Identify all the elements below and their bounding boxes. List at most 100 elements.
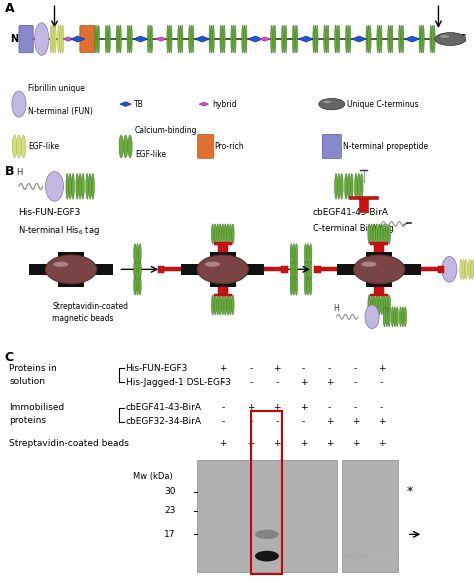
Ellipse shape bbox=[139, 275, 141, 295]
Ellipse shape bbox=[292, 275, 295, 295]
Ellipse shape bbox=[383, 224, 385, 243]
Text: +: + bbox=[352, 439, 359, 449]
Ellipse shape bbox=[211, 224, 214, 243]
Bar bbox=[349, 196, 378, 199]
Ellipse shape bbox=[209, 25, 211, 53]
Ellipse shape bbox=[290, 243, 292, 263]
Text: -: - bbox=[250, 378, 253, 387]
Ellipse shape bbox=[147, 25, 149, 53]
Ellipse shape bbox=[465, 260, 467, 279]
Text: Calcium-binding: Calcium-binding bbox=[135, 126, 198, 135]
Ellipse shape bbox=[432, 25, 433, 53]
Ellipse shape bbox=[273, 25, 274, 53]
Text: +: + bbox=[352, 417, 359, 426]
Text: -: - bbox=[328, 403, 331, 413]
Bar bbox=[58, 252, 84, 287]
Ellipse shape bbox=[109, 25, 110, 53]
Text: His-FUN-EGF3: His-FUN-EGF3 bbox=[126, 364, 188, 373]
Bar bbox=[251, 411, 282, 574]
Text: Immobilised: Immobilised bbox=[9, 403, 65, 413]
Ellipse shape bbox=[58, 25, 60, 53]
Ellipse shape bbox=[129, 25, 130, 53]
Ellipse shape bbox=[327, 25, 329, 53]
Text: cbEGF32-34-BirA: cbEGF32-34-BirA bbox=[126, 417, 201, 426]
Ellipse shape bbox=[242, 25, 244, 53]
Ellipse shape bbox=[17, 135, 21, 158]
Ellipse shape bbox=[304, 275, 307, 295]
Ellipse shape bbox=[46, 171, 64, 201]
Ellipse shape bbox=[244, 25, 245, 53]
Ellipse shape bbox=[151, 25, 153, 53]
Ellipse shape bbox=[379, 25, 380, 53]
Ellipse shape bbox=[304, 260, 307, 279]
Text: -: - bbox=[276, 378, 279, 387]
Ellipse shape bbox=[211, 25, 212, 53]
Ellipse shape bbox=[89, 174, 91, 199]
Ellipse shape bbox=[377, 25, 379, 53]
Ellipse shape bbox=[94, 25, 96, 53]
Ellipse shape bbox=[430, 25, 432, 53]
Bar bbox=[314, 266, 321, 273]
Ellipse shape bbox=[368, 295, 370, 315]
Ellipse shape bbox=[224, 295, 227, 315]
Text: +: + bbox=[326, 439, 333, 449]
Ellipse shape bbox=[283, 25, 285, 53]
Text: -: - bbox=[380, 378, 383, 387]
Ellipse shape bbox=[433, 25, 435, 53]
Text: C: C bbox=[5, 351, 14, 364]
Ellipse shape bbox=[119, 135, 123, 158]
Text: Unique C-terminus: Unique C-terminus bbox=[347, 99, 419, 109]
Ellipse shape bbox=[345, 174, 347, 199]
Ellipse shape bbox=[167, 25, 169, 53]
Ellipse shape bbox=[373, 224, 375, 243]
Ellipse shape bbox=[335, 25, 337, 53]
Text: 23: 23 bbox=[164, 507, 175, 515]
Ellipse shape bbox=[290, 275, 292, 295]
Bar bbox=[374, 243, 384, 252]
Bar bbox=[29, 264, 113, 275]
Bar bbox=[197, 460, 337, 572]
Ellipse shape bbox=[66, 174, 69, 199]
Bar bbox=[421, 267, 441, 271]
Ellipse shape bbox=[274, 25, 276, 53]
Ellipse shape bbox=[326, 25, 327, 53]
Text: +: + bbox=[326, 378, 333, 387]
Ellipse shape bbox=[324, 25, 326, 53]
Ellipse shape bbox=[471, 260, 474, 279]
Ellipse shape bbox=[313, 25, 315, 53]
Ellipse shape bbox=[442, 257, 457, 282]
Ellipse shape bbox=[347, 25, 349, 53]
Ellipse shape bbox=[189, 25, 191, 53]
Ellipse shape bbox=[116, 25, 118, 53]
Ellipse shape bbox=[76, 174, 79, 199]
Ellipse shape bbox=[388, 25, 390, 53]
Ellipse shape bbox=[212, 25, 214, 53]
Text: His-Jagged-1 DSL-EGF3: His-Jagged-1 DSL-EGF3 bbox=[126, 378, 230, 387]
Ellipse shape bbox=[170, 25, 172, 53]
Ellipse shape bbox=[344, 552, 368, 559]
Text: Fibrillin unique: Fibrillin unique bbox=[28, 84, 85, 93]
Polygon shape bbox=[71, 36, 85, 42]
Ellipse shape bbox=[245, 25, 247, 53]
Ellipse shape bbox=[402, 307, 404, 327]
Ellipse shape bbox=[319, 98, 345, 110]
Ellipse shape bbox=[223, 25, 225, 53]
Bar bbox=[214, 242, 232, 245]
Ellipse shape bbox=[217, 295, 219, 315]
Ellipse shape bbox=[390, 25, 391, 53]
Ellipse shape bbox=[222, 25, 223, 53]
Ellipse shape bbox=[211, 295, 214, 315]
Ellipse shape bbox=[368, 25, 369, 53]
Text: solution: solution bbox=[9, 376, 46, 386]
FancyBboxPatch shape bbox=[19, 26, 33, 53]
Ellipse shape bbox=[375, 224, 378, 243]
Ellipse shape bbox=[460, 260, 462, 279]
Text: -: - bbox=[221, 378, 224, 387]
Ellipse shape bbox=[234, 25, 236, 53]
Ellipse shape bbox=[295, 275, 298, 295]
Polygon shape bbox=[195, 36, 210, 42]
Ellipse shape bbox=[440, 35, 449, 38]
Polygon shape bbox=[120, 102, 131, 106]
Ellipse shape bbox=[354, 255, 405, 284]
Ellipse shape bbox=[50, 25, 52, 53]
